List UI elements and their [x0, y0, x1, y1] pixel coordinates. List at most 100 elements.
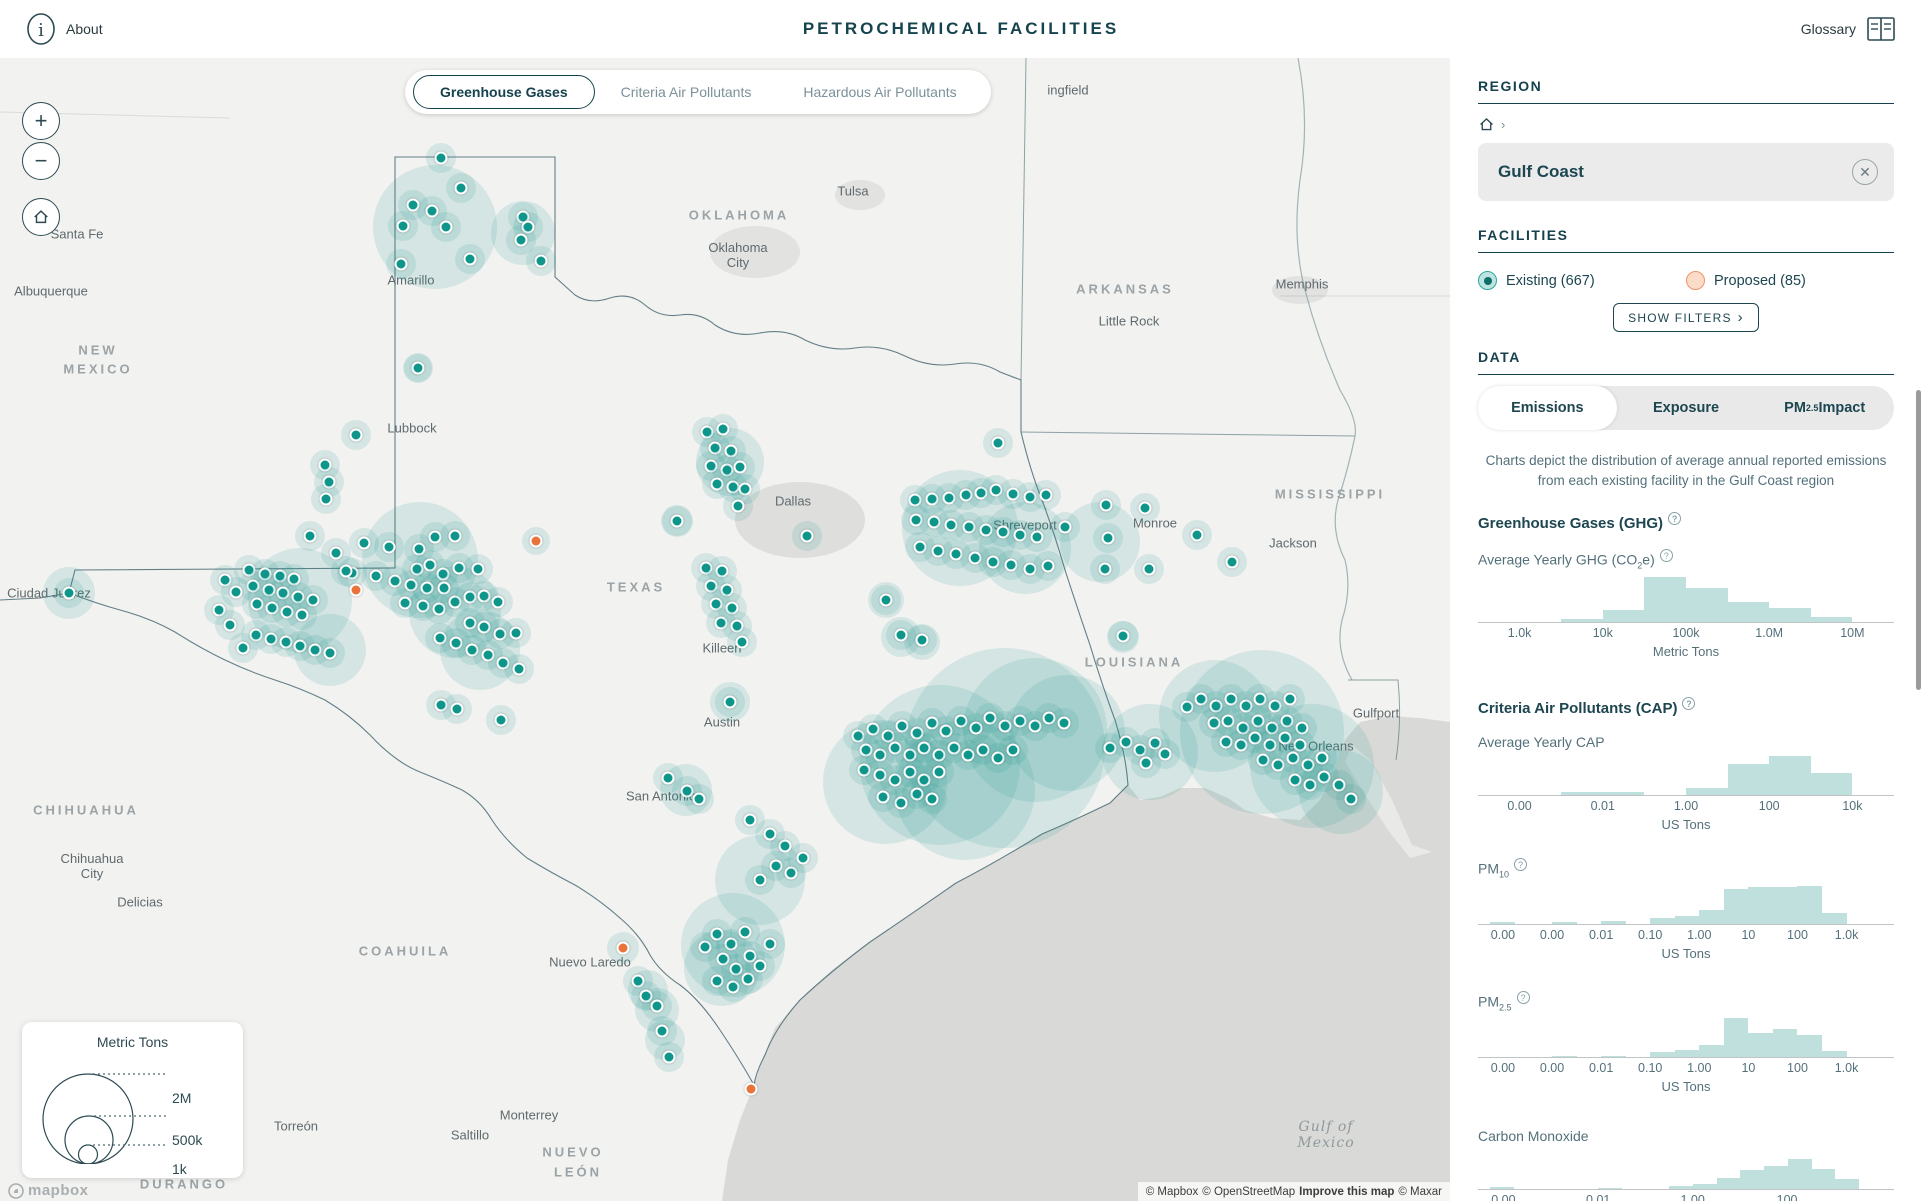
facility-dot-existing[interactable] — [287, 572, 301, 586]
facility-dot-existing[interactable] — [1219, 735, 1233, 749]
facility-dot-existing[interactable] — [463, 590, 477, 604]
facility-dot-existing[interactable] — [710, 927, 724, 941]
glossary-button[interactable]: Glossary — [1801, 16, 1896, 42]
facility-dot-existing[interactable] — [731, 499, 745, 513]
facility-dot-existing[interactable] — [1028, 719, 1042, 733]
facility-dot-existing[interactable] — [709, 597, 723, 611]
facility-dot-existing[interactable] — [954, 714, 968, 728]
facility-dot-existing[interactable] — [778, 839, 792, 853]
facility-dot-existing[interactable] — [735, 635, 749, 649]
facility-dot-existing[interactable] — [491, 595, 505, 609]
facility-dot-existing[interactable] — [1194, 692, 1208, 706]
facility-dot-existing[interactable] — [1119, 735, 1133, 749]
facility-dot-existing[interactable] — [406, 198, 420, 212]
facility-dot-existing[interactable] — [720, 463, 734, 477]
facility-dot-existing[interactable] — [974, 486, 988, 500]
map-canvas[interactable]: NEW MEXICO OKLAHOMA ARKANSAS MISSISSIPPI LOUI… — [0, 58, 1450, 1201]
facility-dot-existing[interactable] — [1158, 747, 1172, 761]
facility-dot-existing[interactable] — [939, 724, 953, 738]
facility-dot-existing[interactable] — [1221, 714, 1235, 728]
map-attribution[interactable]: © Mapbox © OpenStreetMap Improve this map ©… — [1137, 1182, 1450, 1201]
facility-dot-existing[interactable] — [420, 581, 434, 595]
facility-dot-existing[interactable] — [229, 585, 243, 599]
facility-dot-existing[interactable] — [1234, 738, 1248, 752]
facility-dot-existing[interactable] — [308, 643, 322, 657]
facility-dot-existing[interactable] — [661, 771, 675, 785]
facility-dot-existing[interactable] — [264, 632, 278, 646]
toggle-greenhouse-gases[interactable]: Greenhouse Gases — [413, 75, 595, 109]
facility-dot-existing[interactable] — [991, 436, 1005, 450]
facility-dot-existing[interactable] — [394, 257, 408, 271]
facility-dot-existing[interactable] — [349, 428, 363, 442]
facility-dot-existing[interactable] — [726, 980, 740, 994]
facility-dot-existing[interactable] — [733, 460, 747, 474]
facility-dot-existing[interactable] — [258, 567, 272, 581]
facility-dot-existing[interactable] — [280, 605, 294, 619]
facility-dot-existing[interactable] — [404, 578, 418, 592]
zoom-out-button[interactable]: − — [22, 142, 60, 180]
facility-dot-existing[interactable] — [1103, 741, 1117, 755]
facility-dot-existing[interactable] — [514, 233, 528, 247]
facility-dot-existing[interactable] — [436, 567, 450, 581]
facility-dot-existing[interactable] — [416, 599, 430, 613]
facility-dot-existing[interactable] — [1133, 743, 1147, 757]
facility-dot-existing[interactable] — [1239, 699, 1253, 713]
facility-dot-proposed[interactable] — [744, 1082, 758, 1096]
facility-dot-existing[interactable] — [450, 702, 464, 716]
facility-dot-existing[interactable] — [857, 763, 871, 777]
facility-dot-existing[interactable] — [888, 773, 902, 787]
facility-dot-existing[interactable] — [306, 593, 320, 607]
facility-dot-existing[interactable] — [433, 631, 447, 645]
facility-dot-existing[interactable] — [723, 695, 737, 709]
facility-dot-existing[interactable] — [396, 219, 410, 233]
facility-dot-existing[interactable] — [291, 590, 305, 604]
facility-dot-existing[interactable] — [708, 441, 722, 455]
facility-dot-existing[interactable] — [434, 151, 448, 165]
attribution-item[interactable]: © OpenStreetMap — [1202, 1185, 1296, 1198]
clear-region-button[interactable]: ✕ — [1852, 159, 1878, 185]
facility-dot-existing[interactable] — [318, 458, 332, 472]
facility-dot-existing[interactable] — [753, 959, 767, 973]
facility-dot-existing[interactable] — [910, 726, 924, 740]
facility-dot-existing[interactable] — [295, 608, 309, 622]
facility-dot-existing[interactable] — [437, 581, 451, 595]
facility-dot-existing[interactable] — [242, 563, 256, 577]
facility-dot-existing[interactable] — [962, 520, 976, 534]
facility-dot-existing[interactable] — [303, 529, 317, 543]
tab-1[interactable]: Exposure — [1652, 400, 1720, 416]
facility-dot-existing[interactable] — [716, 952, 730, 966]
facility-dot-existing[interactable] — [1023, 490, 1037, 504]
facility-dot-existing[interactable] — [932, 765, 946, 779]
facility-dot-existing[interactable] — [293, 639, 307, 653]
facility-dot-existing[interactable] — [262, 583, 276, 597]
facility-dot-existing[interactable] — [521, 220, 535, 234]
facility-dot-existing[interactable] — [796, 851, 810, 865]
facility-dot-existing[interactable] — [329, 546, 343, 560]
facility-dot-existing[interactable] — [704, 459, 718, 473]
facility-dot-existing[interactable] — [662, 1050, 676, 1064]
facility-dot-existing[interactable] — [1006, 743, 1020, 757]
facility-dot-existing[interactable] — [917, 773, 931, 787]
facility-dot-existing[interactable] — [1288, 773, 1302, 787]
help-icon[interactable]: ? — [1682, 696, 1696, 710]
facility-dot-existing[interactable] — [738, 925, 752, 939]
facility-dot-existing[interactable] — [1039, 488, 1053, 502]
facility-dot-existing[interactable] — [449, 636, 463, 650]
facility-dot-existing[interactable] — [913, 540, 927, 554]
facility-dot-existing[interactable] — [724, 444, 738, 458]
facility-dot-existing[interactable] — [448, 595, 462, 609]
facility-dot-existing[interactable] — [428, 530, 442, 544]
help-icon[interactable]: ? — [1668, 512, 1682, 526]
facility-dot-existing[interactable] — [996, 525, 1010, 539]
facility-dot-existing[interactable] — [509, 626, 523, 640]
facility-dot-existing[interactable] — [452, 561, 466, 575]
facility-dot-existing[interactable] — [1271, 758, 1285, 772]
facility-dot-existing[interactable] — [1058, 520, 1072, 534]
facility-dot-existing[interactable] — [873, 748, 887, 762]
facility-dot-existing[interactable] — [710, 477, 724, 491]
facility-dot-existing[interactable] — [465, 643, 479, 657]
facility-dot-existing[interactable] — [1101, 531, 1115, 545]
facility-dot-existing[interactable] — [932, 748, 946, 762]
facility-dot-existing[interactable] — [753, 873, 767, 887]
facility-dot-existing[interactable] — [1004, 558, 1018, 572]
